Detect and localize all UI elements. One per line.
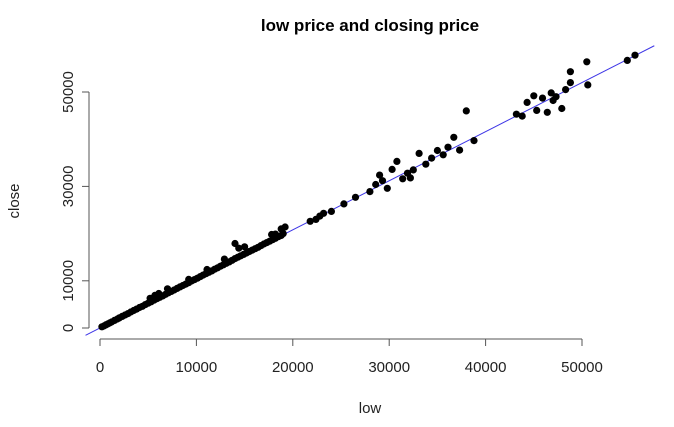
x-tick-label: 20000 <box>272 359 314 376</box>
data-point <box>220 255 228 263</box>
data-point <box>428 154 436 162</box>
y-tick-label: 10000 <box>60 260 77 302</box>
y-tick-label: 50000 <box>60 71 77 113</box>
x-tick-label: 10000 <box>176 359 218 376</box>
data-point <box>518 112 526 120</box>
data-point <box>399 175 407 183</box>
axes-layer: 0 10000 20000 30000 40000 50000 0 10000 30000 500… <box>60 71 603 376</box>
points-layer <box>98 51 639 331</box>
data-point <box>415 149 423 157</box>
data-point <box>281 223 289 231</box>
data-point <box>444 143 452 151</box>
chart-title: low price and closing price <box>261 16 479 35</box>
data-point <box>320 209 328 217</box>
x-tick-label: 50000 <box>561 359 603 376</box>
y-tick-label: 30000 <box>60 166 77 208</box>
data-point <box>543 108 551 116</box>
data-point <box>393 157 401 165</box>
data-point <box>433 146 441 155</box>
data-point <box>566 68 575 76</box>
data-point <box>547 89 555 97</box>
data-point <box>566 79 575 87</box>
data-point <box>558 104 566 113</box>
data-point <box>584 81 592 89</box>
data-point <box>376 171 384 179</box>
data-point <box>163 285 172 293</box>
data-point <box>383 184 391 192</box>
data-point <box>409 166 417 174</box>
data-point <box>523 98 531 106</box>
data-point <box>155 289 163 298</box>
data-point <box>439 151 447 159</box>
data-point <box>327 207 335 215</box>
data-point <box>533 106 541 114</box>
x-axis-title: low <box>359 400 382 417</box>
data-point <box>456 146 464 154</box>
data-point <box>470 137 478 145</box>
data-point <box>512 110 521 118</box>
y-axis-title: close <box>6 183 23 218</box>
x-tick-label: 40000 <box>465 359 507 376</box>
data-point <box>562 86 570 94</box>
data-point <box>530 92 538 100</box>
data-point <box>271 230 279 238</box>
data-point <box>372 180 380 189</box>
data-point <box>406 174 414 182</box>
data-point <box>422 160 430 168</box>
data-point <box>306 217 314 225</box>
data-point <box>351 193 360 201</box>
data-point <box>388 165 396 173</box>
data-point <box>623 56 631 64</box>
data-point <box>538 94 547 102</box>
data-point <box>583 58 591 66</box>
data-point <box>185 275 193 283</box>
data-point <box>340 200 348 208</box>
y-tick-label: 0 <box>60 324 77 332</box>
data-point <box>462 107 470 115</box>
data-point <box>203 265 211 274</box>
data-point <box>366 188 374 196</box>
data-point <box>631 51 639 59</box>
data-point <box>549 96 557 105</box>
data-point <box>235 244 243 252</box>
x-tick-label: 0 <box>96 359 104 376</box>
data-point <box>378 177 387 185</box>
data-point <box>241 243 249 251</box>
x-tick-label: 30000 <box>368 359 410 376</box>
data-point <box>450 133 458 141</box>
